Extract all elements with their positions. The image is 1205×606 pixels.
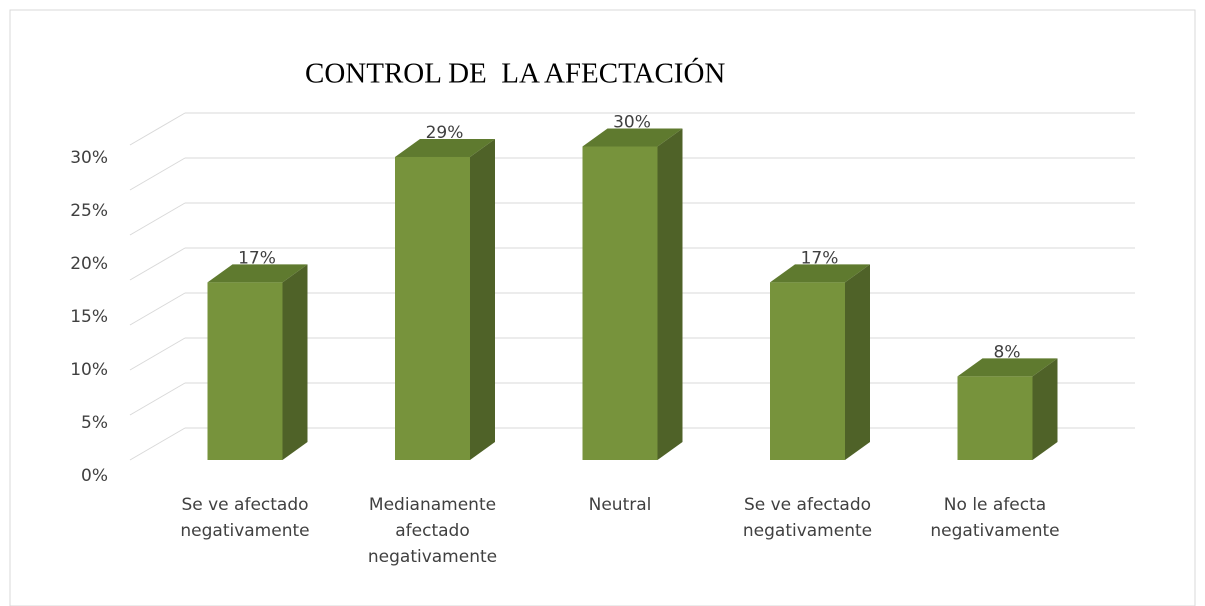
bar-side <box>657 128 683 460</box>
grid-line <box>129 157 186 191</box>
bar-side <box>845 264 870 460</box>
y-tick-label: 10% <box>70 360 108 380</box>
y-tick-label: 25% <box>70 201 108 221</box>
bar-top <box>957 358 1058 377</box>
chart-border <box>9 9 1196 606</box>
y-tick-label: 20% <box>70 254 108 274</box>
grid-line <box>129 247 186 281</box>
bar <box>395 156 470 460</box>
x-tick-label: Medianamente afectado negativamente <box>367 495 498 567</box>
bar-top <box>207 264 308 283</box>
grid-line <box>129 382 186 416</box>
y-tick-label: 15% <box>70 307 108 327</box>
data-label: 29% <box>426 123 464 143</box>
grid-line <box>129 112 186 146</box>
grid-line <box>129 427 186 461</box>
data-label: 8% <box>994 342 1021 362</box>
bar <box>957 376 1033 460</box>
data-label: 17% <box>801 248 839 268</box>
data-label: 17% <box>238 248 276 268</box>
x-tick-label: Neutral <box>588 495 652 515</box>
grid-line <box>129 202 186 236</box>
bar <box>582 146 658 460</box>
y-tick-label: 30% <box>70 148 108 168</box>
bar-side <box>470 138 495 460</box>
bar-top <box>770 264 870 283</box>
bar <box>207 282 283 460</box>
bar <box>770 282 845 460</box>
grid-line <box>129 292 186 326</box>
y-tick-label: 0% <box>81 466 108 486</box>
bar-side <box>282 264 308 460</box>
y-tick-label: 5% <box>81 413 108 433</box>
x-tick-label: Se ve afectado negativamente <box>742 495 873 541</box>
chart-title: CONTROL DE LA AFECTACIÓN <box>305 57 725 90</box>
bar-top <box>395 138 495 157</box>
bar-top <box>582 128 683 147</box>
x-tick-label: No le afecta negativamente <box>930 495 1060 541</box>
grid-line <box>129 337 186 371</box>
data-label: 30% <box>613 113 651 133</box>
x-tick-label: Se ve afectado negativamente <box>180 495 310 541</box>
bar-side <box>1032 358 1058 460</box>
